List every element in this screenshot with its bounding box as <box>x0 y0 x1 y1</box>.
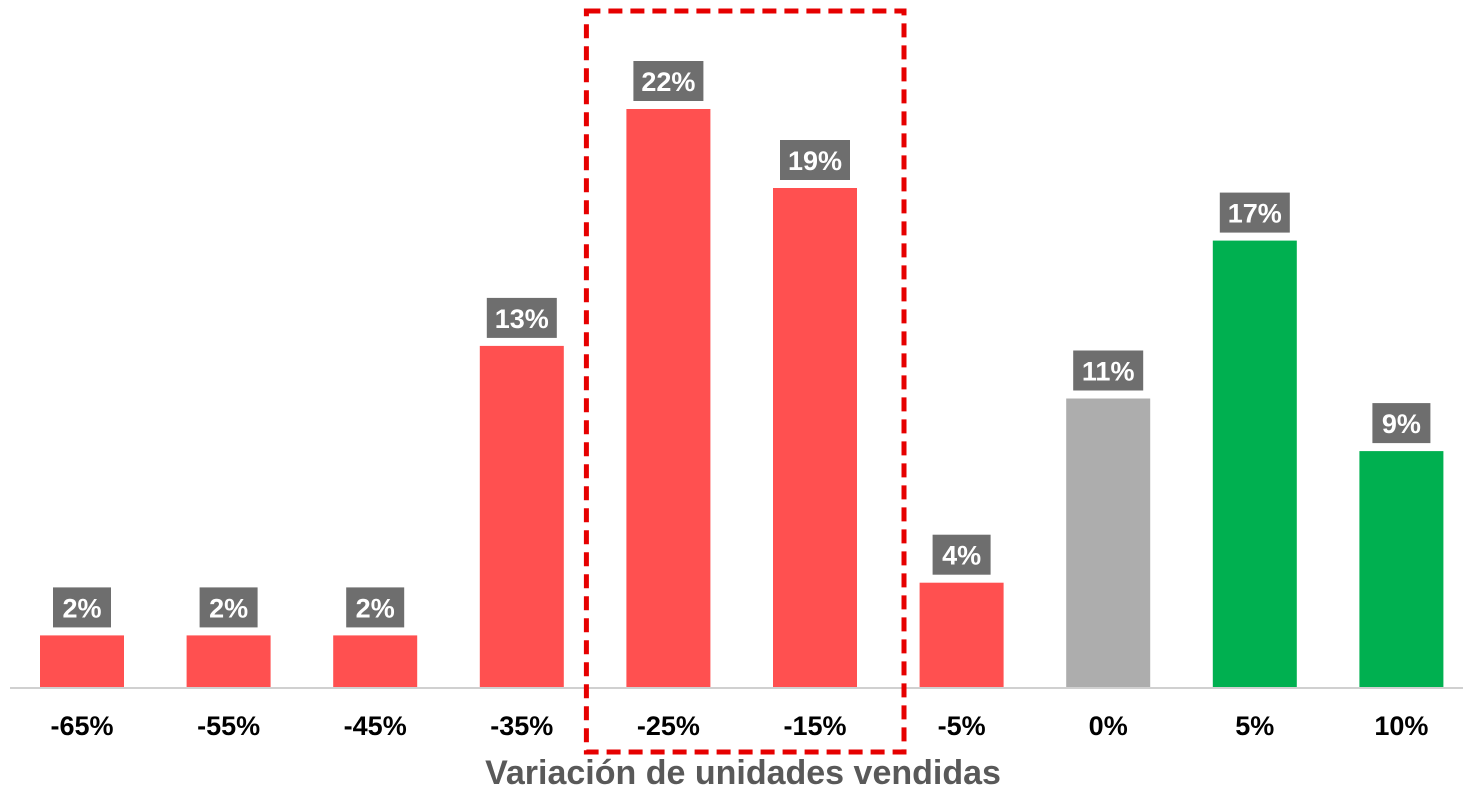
data-label-neg5pct: 4% <box>942 541 981 571</box>
data-label-box-5pct <box>1219 192 1290 233</box>
tick-label-neg65pct: -65% <box>50 711 113 741</box>
labels-layer: 2% -65% 2% -55% 2% -45% 13% -35% 22% -25% 19% -15% 4… <box>50 61 1431 741</box>
data-label-box-neg35pct <box>486 297 557 338</box>
data-label-10pct: 9% <box>1382 409 1421 439</box>
tick-label-5pct: 5% <box>1235 711 1274 741</box>
data-label-neg25pct: 22% <box>641 67 695 97</box>
data-label-box-neg55pct <box>199 587 258 628</box>
bar-neg25pct <box>626 109 711 688</box>
tick-label-neg25pct: -25% <box>637 711 700 741</box>
tick-label-neg35pct: -35% <box>490 711 553 741</box>
tick-label-neg55pct: -55% <box>197 711 260 741</box>
bar-10pct <box>1359 451 1444 688</box>
data-label-0pct: 11% <box>1082 357 1135 387</box>
bar-neg65pct <box>40 635 124 688</box>
bars-layer <box>40 109 1444 688</box>
bar-neg15pct <box>773 188 857 688</box>
bar-neg35pct <box>479 345 564 688</box>
data-label-5pct: 17% <box>1228 199 1282 229</box>
data-label-neg65pct: 2% <box>62 593 101 623</box>
bar-neg5pct <box>919 582 1004 688</box>
highlight-box <box>583 8 907 755</box>
tick-label-neg45pct: -45% <box>344 711 407 741</box>
bar-0pct <box>1066 398 1151 688</box>
data-label-box-neg25pct <box>633 61 704 101</box>
data-label-neg45pct: 2% <box>356 593 395 623</box>
data-label-neg35pct: 13% <box>495 304 549 334</box>
bar-neg45pct <box>333 635 418 688</box>
tick-label-0pct: 0% <box>1089 711 1128 741</box>
data-label-box-0pct <box>1073 350 1144 391</box>
data-label-box-neg65pct <box>53 587 111 628</box>
x-axis-title: Variación de unidades vendidas <box>485 754 1001 790</box>
tick-label-10pct: 10% <box>1374 711 1428 741</box>
data-label-box-neg5pct <box>932 534 991 575</box>
data-label-box-neg45pct <box>346 587 405 628</box>
data-label-neg55pct: 2% <box>209 593 248 623</box>
tick-label-neg15pct: -15% <box>783 711 846 741</box>
data-label-box-neg15pct <box>780 140 850 180</box>
bar-5pct <box>1212 240 1297 688</box>
data-label-box-10pct <box>1372 403 1431 444</box>
data-label-neg15pct: 19% <box>788 146 842 176</box>
bar-neg55pct <box>186 635 271 688</box>
tick-label-neg5pct: -5% <box>938 711 986 741</box>
